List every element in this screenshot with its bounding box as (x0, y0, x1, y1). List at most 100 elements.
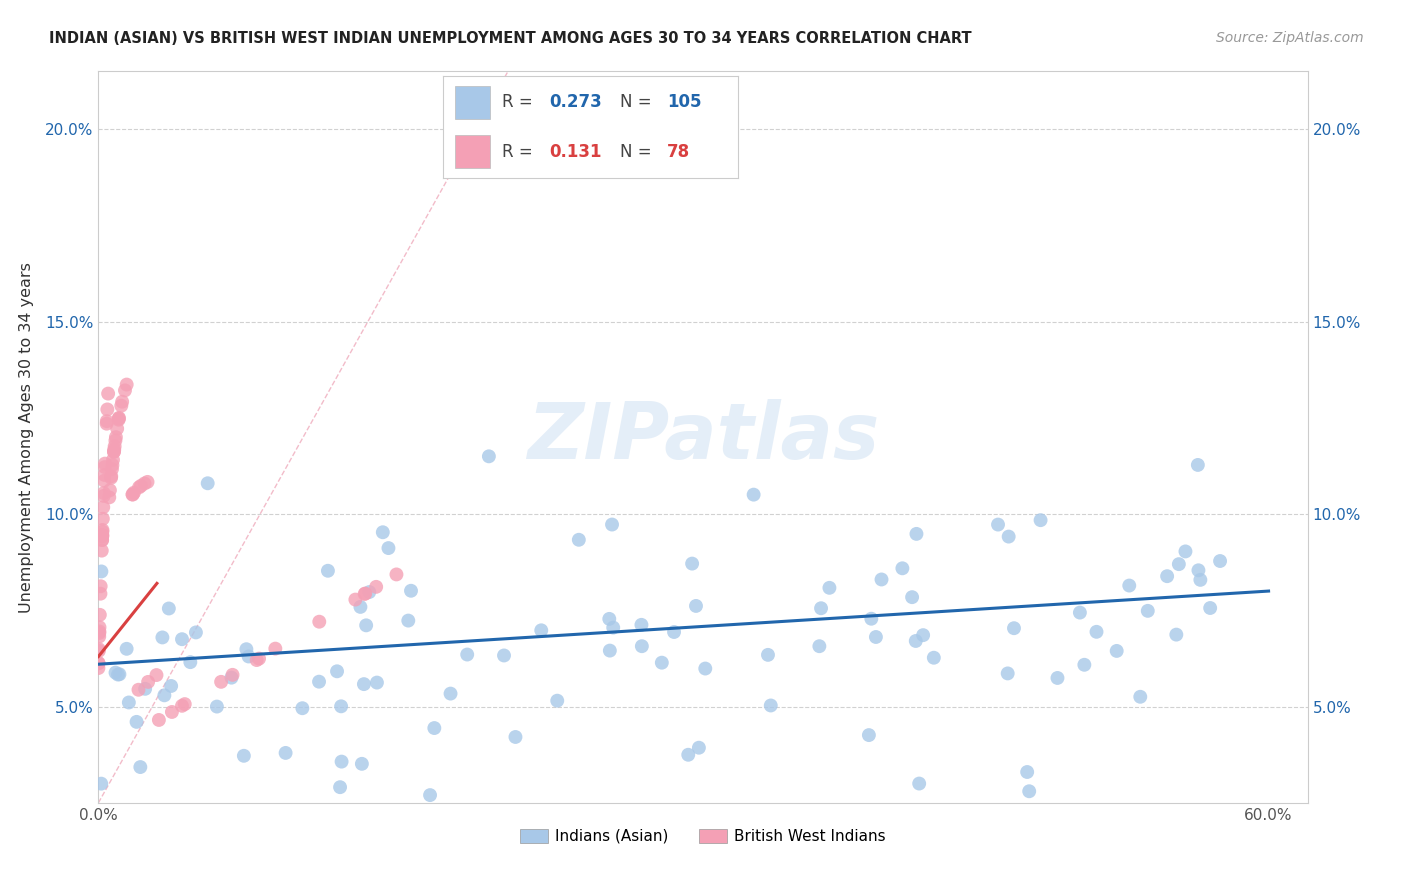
Indians (Asian) (602, 621, 624, 635)
Indians (Asian) (1136, 604, 1159, 618)
Indians (Asian) (1069, 606, 1091, 620)
Indians (Asian) (870, 573, 893, 587)
British West Indians (91, 533, 114, 547)
British West Indians (89, 626, 111, 640)
Y-axis label: Unemployment Among Ages 30 to 34 years: Unemployment Among Ages 30 to 34 years (20, 261, 34, 613)
Indians (Asian) (681, 557, 703, 571)
British West Indians (103, 444, 125, 458)
Indians (Asian) (905, 527, 928, 541)
Indians (Asian) (354, 618, 377, 632)
British West Indians (145, 668, 167, 682)
Indians (Asian) (371, 525, 394, 540)
Indians (Asian) (232, 748, 254, 763)
Indians (Asian) (1002, 621, 1025, 635)
Indians (Asian) (742, 488, 765, 502)
Text: INDIAN (ASIAN) VS BRITISH WEST INDIAN UNEMPLOYMENT AMONG AGES 30 TO 34 YEARS COR: INDIAN (ASIAN) VS BRITISH WEST INDIAN UN… (49, 31, 972, 46)
British West Indians (87, 657, 110, 671)
Indians (Asian) (330, 699, 353, 714)
Indians (Asian) (568, 533, 591, 547)
Indians (Asian) (152, 631, 174, 645)
Indians (Asian) (1187, 563, 1209, 577)
Indians (Asian) (505, 730, 527, 744)
Indians (Asian) (685, 599, 707, 613)
Indians (Asian) (1105, 644, 1128, 658)
Text: 78: 78 (668, 143, 690, 161)
Text: ZIPatlas: ZIPatlas (527, 399, 879, 475)
Indians (Asian) (316, 564, 339, 578)
British West Indians (87, 642, 110, 657)
Text: N =: N = (620, 94, 657, 112)
FancyBboxPatch shape (454, 87, 491, 119)
British West Indians (94, 460, 117, 475)
Indians (Asian) (170, 632, 193, 647)
Indians (Asian) (922, 650, 945, 665)
Indians (Asian) (399, 583, 422, 598)
British West Indians (115, 377, 138, 392)
Indians (Asian) (221, 671, 243, 685)
Indians (Asian) (377, 541, 399, 555)
British West Indians (128, 480, 150, 494)
British West Indians (108, 410, 131, 425)
Indians (Asian) (630, 617, 652, 632)
Indians (Asian) (478, 450, 501, 464)
British West Indians (87, 661, 110, 675)
British West Indians (89, 607, 111, 622)
British West Indians (91, 512, 114, 526)
FancyBboxPatch shape (454, 136, 491, 168)
British West Indians (91, 500, 114, 515)
British West Indians (98, 491, 121, 505)
Indians (Asian) (1209, 554, 1232, 568)
British West Indians (96, 402, 118, 417)
British West Indians (148, 713, 170, 727)
Indians (Asian) (396, 614, 419, 628)
Indians (Asian) (153, 688, 176, 702)
Indians (Asian) (546, 694, 568, 708)
Indians (Asian) (912, 628, 935, 642)
Indians (Asian) (1156, 569, 1178, 583)
British West Indians (136, 475, 159, 489)
Indians (Asian) (1167, 557, 1189, 571)
British West Indians (104, 439, 127, 453)
British West Indians (134, 476, 156, 491)
Indians (Asian) (104, 665, 127, 680)
Indians (Asian) (330, 755, 353, 769)
British West Indians (108, 411, 131, 425)
British West Indians (90, 579, 112, 593)
British West Indians (100, 471, 122, 485)
Text: 0.273: 0.273 (550, 94, 602, 112)
British West Indians (91, 528, 114, 542)
British West Indians (129, 479, 152, 493)
Indians (Asian) (1187, 458, 1209, 472)
British West Indians (354, 586, 377, 600)
Indians (Asian) (908, 776, 931, 790)
Indians (Asian) (205, 699, 228, 714)
British West Indians (385, 567, 408, 582)
British West Indians (308, 615, 330, 629)
Indians (Asian) (353, 677, 375, 691)
Indians (Asian) (1017, 764, 1039, 779)
British West Indians (98, 483, 121, 498)
British West Indians (209, 674, 232, 689)
British West Indians (103, 442, 125, 457)
Indians (Asian) (118, 696, 141, 710)
Indians (Asian) (359, 585, 381, 599)
British West Indians (94, 457, 117, 471)
Indians (Asian) (197, 476, 219, 491)
British West Indians (101, 458, 124, 472)
British West Indians (93, 489, 115, 503)
Indians (Asian) (1118, 578, 1140, 592)
British West Indians (96, 417, 118, 431)
Indians (Asian) (179, 655, 201, 669)
Text: 0.131: 0.131 (550, 143, 602, 161)
Indians (Asian) (238, 649, 260, 664)
British West Indians (264, 641, 287, 656)
British West Indians (104, 434, 127, 448)
Indians (Asian) (423, 721, 446, 735)
Indians (Asian) (891, 561, 914, 575)
British West Indians (122, 485, 145, 500)
Text: R =: R = (502, 94, 538, 112)
Legend: Indians (Asian), British West Indians: Indians (Asian), British West Indians (515, 822, 891, 850)
Indians (Asian) (631, 639, 654, 653)
Indians (Asian) (291, 701, 314, 715)
Indians (Asian) (1189, 573, 1212, 587)
